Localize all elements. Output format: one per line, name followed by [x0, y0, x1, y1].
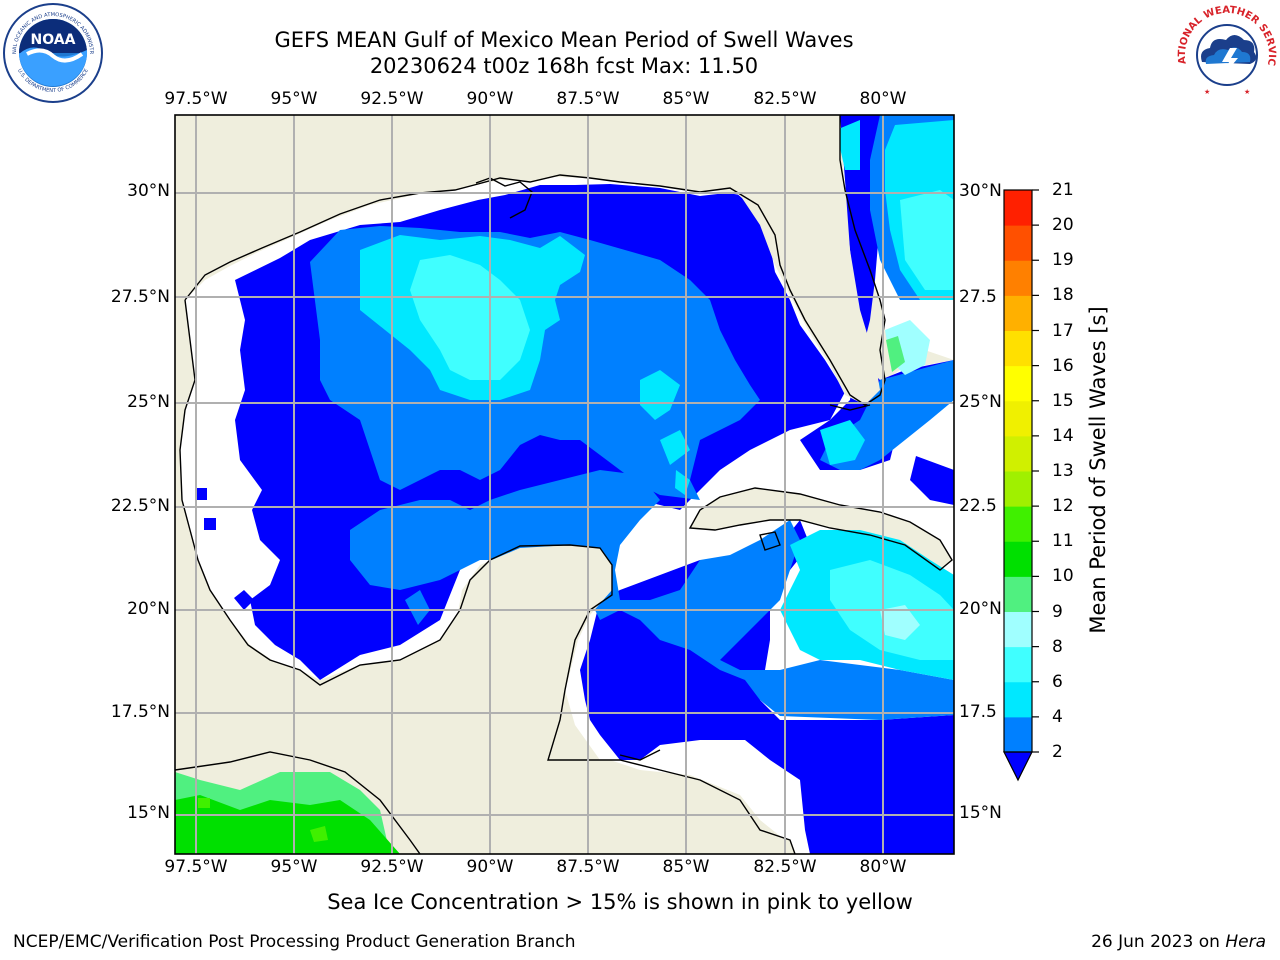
colorbar-segment: [1004, 190, 1032, 226]
cuba-land: [690, 488, 952, 570]
colorbar-tick-label: 9: [1052, 601, 1063, 622]
lon-tick-top: 92.5°W: [360, 89, 424, 109]
colorbar-segment: [1004, 225, 1032, 261]
colorbar-tick-label: 20: [1052, 215, 1074, 236]
svg-text:★: ★: [1244, 88, 1250, 96]
lon-tick-bottom: 92.5°W: [360, 857, 424, 877]
colorbar-segment: [1004, 646, 1032, 683]
swell-10-11s: [175, 795, 400, 854]
sea-ice-note: Sea Ice Concentration > 15% is shown in …: [0, 890, 1280, 914]
colorbar-segment: [1004, 716, 1032, 753]
colorbar-under-extension: [1003, 751, 1033, 782]
colorbar-tick-label: 21: [1052, 180, 1074, 200]
map-frame: [174, 114, 955, 855]
lat-tick-right: 22.5: [959, 496, 997, 516]
colorbar-tick-label: 4: [1052, 706, 1063, 727]
lon-tick-top: 87.5°W: [556, 89, 620, 109]
svg-text:★: ★: [1204, 88, 1210, 96]
lon-tick-bottom: 90°W: [466, 857, 514, 877]
lon-tick-bottom: 97.5°W: [164, 857, 228, 877]
lon-tick-bottom: 95°W: [270, 857, 318, 877]
colorbar: [1003, 189, 1039, 782]
colorbar-segment: [1004, 611, 1032, 648]
colorbar-segment: [1004, 541, 1032, 577]
lat-tick-left: 15°N: [127, 803, 170, 823]
lat-tick-right: 27.5: [959, 287, 997, 307]
colorbar-segment: [1004, 365, 1032, 402]
lat-tick-left: 22.5°N: [110, 496, 170, 516]
lon-tick-top: 82.5°W: [753, 89, 817, 109]
lon-tick-top: 90°W: [466, 89, 514, 109]
noaa-logo: NATIONAL OCEANIC AND ATMOSPHERIC ADMINIS…: [2, 2, 103, 103]
lon-tick-top: 95°W: [270, 89, 318, 109]
colorbar-segment: [1004, 576, 1032, 612]
colorbar-tick-label: 16: [1052, 355, 1074, 376]
colorbar-tick-label: 13: [1052, 461, 1074, 481]
colorbar-tick-label: 10: [1052, 566, 1074, 587]
sea-ice-note-text: Sea Ice Concentration > 15% is shown in …: [327, 890, 913, 914]
lon-tick-top: 85°W: [662, 89, 710, 109]
credit-branch: NCEP/EMC/Verification Post Processing Pr…: [13, 932, 576, 952]
colorbar-tick-label: 17: [1052, 320, 1074, 341]
colorbar-tick-label: 6: [1052, 671, 1063, 692]
colorbar-segment: [1004, 506, 1032, 542]
lat-tick-right: 25°N: [959, 392, 1002, 412]
map-title: GEFS MEAN Gulf of Mexico Mean Period of …: [274, 28, 854, 52]
lat-tick-left: 20°N: [127, 599, 170, 619]
lon-tick-top: 97.5°W: [164, 89, 228, 109]
credit-date-text: 26 Jun 2023 on: [1091, 932, 1226, 952]
colorbar-title: Mean Period of Swell Waves [s]: [1086, 306, 1110, 634]
colorbar-segment: [1004, 330, 1032, 367]
lat-tick-right: 17.5: [959, 702, 997, 722]
colorbar-segment: [1004, 681, 1032, 718]
map-subtitle: 20230624 t00z 168h fcst Max: 11.50: [369, 54, 759, 78]
credit-host: Hera: [1225, 932, 1266, 952]
colorbar-tick-label: 12: [1052, 496, 1074, 517]
nws-logo: NATIONAL WEATHER SERVICE ★ ★: [1176, 2, 1277, 102]
gridlines: [175, 115, 954, 854]
colorbar-tick-label: 8: [1052, 636, 1063, 657]
lat-tick-right: 15°N: [959, 803, 1002, 823]
colorbar-segment: [1004, 435, 1032, 472]
noaa-wordmark: NOAA: [31, 32, 76, 48]
lat-tick-right: 20°N: [959, 599, 1002, 619]
lon-tick-top: 80°W: [859, 89, 907, 109]
lon-tick-bottom: 87.5°W: [556, 857, 620, 877]
lon-tick-bottom: 85°W: [662, 857, 710, 877]
colorbar-tick-label: 14: [1052, 425, 1074, 446]
lon-tick-bottom: 82.5°W: [753, 857, 817, 877]
lon-tick-bottom: 80°W: [859, 857, 907, 877]
colorbar-tick-label: 19: [1052, 250, 1074, 271]
colorbar-tick-label: 18: [1052, 285, 1074, 306]
swell-11-12s: [198, 798, 328, 842]
colorbar-segment: [1004, 295, 1032, 331]
lat-tick-left: 27.5°N: [110, 287, 170, 307]
colorbar-segment: [1004, 471, 1032, 507]
colorbar-tick-label: 11: [1052, 531, 1074, 552]
lat-tick-left: 17.5°N: [110, 702, 170, 722]
colorbar-tick-label: 15: [1052, 390, 1074, 411]
colorbar-segment: [1004, 260, 1032, 296]
lat-tick-left: 25°N: [127, 392, 170, 412]
lat-tick-left: 30°N: [127, 181, 170, 201]
land-overlays: [175, 115, 880, 854]
credit-date: 26 Jun 2023 on Hera: [1091, 932, 1266, 952]
colorbar-tick-label: 2: [1052, 742, 1063, 762]
colorbar-segment: [1004, 400, 1032, 437]
lat-tick-right: 30°N: [959, 181, 1002, 201]
